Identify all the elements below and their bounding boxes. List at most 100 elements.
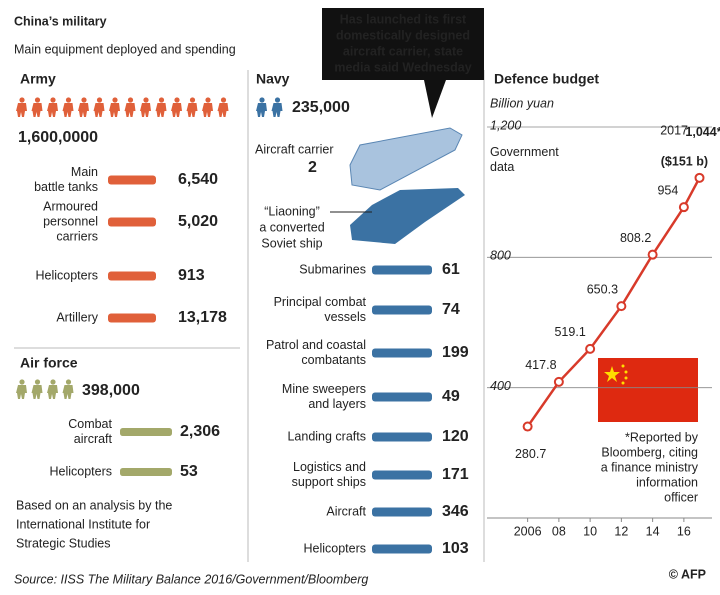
equipment-icon xyxy=(372,265,432,275)
callout-text: domestically designed xyxy=(336,28,470,42)
item-value: 120 xyxy=(442,428,469,445)
soldier-icon xyxy=(220,97,227,103)
item-value: 2 xyxy=(308,159,317,176)
equipment-icon xyxy=(372,544,432,554)
data-point xyxy=(522,421,533,432)
item-label: Combat xyxy=(68,417,112,431)
footnote: Bloomberg, citing xyxy=(601,445,698,459)
item-label: Helicopters xyxy=(49,464,112,478)
data-label: 650.3 xyxy=(587,282,618,296)
flag-star xyxy=(624,376,628,380)
soldier-icon xyxy=(186,103,198,117)
carrier-icon xyxy=(349,127,463,191)
footnote: officer xyxy=(664,490,698,504)
item-label: Landing crafts xyxy=(287,429,366,443)
soldier-icon xyxy=(109,103,120,117)
item-label: Aircraft carrier xyxy=(255,142,333,156)
item-label: combatants xyxy=(301,353,366,367)
equipment-icon xyxy=(372,305,432,315)
y-tick-label: 800 xyxy=(490,249,511,263)
soldier-icon xyxy=(217,103,229,117)
soldier-icon xyxy=(16,103,27,117)
item-label: Principal combat xyxy=(274,295,367,309)
soldier-icon xyxy=(171,103,182,117)
item-value: 199 xyxy=(442,344,469,361)
soldier-icon xyxy=(271,103,283,117)
item-label: battle tanks xyxy=(34,180,98,194)
soldier-icon xyxy=(274,97,281,103)
data-label: 417.8 xyxy=(525,358,556,372)
annotation: 2017 xyxy=(660,123,688,137)
flag-star xyxy=(621,364,625,368)
personnel-value: 398,000 xyxy=(82,382,140,399)
soldier-icon xyxy=(16,385,27,399)
item-value: 346 xyxy=(442,503,469,520)
soldier-icon xyxy=(127,97,134,103)
item-label: Soviet ship xyxy=(261,236,322,250)
section-heading: Air force xyxy=(20,355,78,371)
callout-text: media said Wednesday xyxy=(334,60,471,74)
soldier-icon xyxy=(112,97,118,103)
equipment-icon xyxy=(108,175,156,185)
china-flag xyxy=(598,358,698,422)
soldier-icon xyxy=(19,97,25,103)
y-tick-label: 400 xyxy=(490,379,511,393)
personnel-value: 1,600,0000 xyxy=(18,129,98,146)
item-label: Artillery xyxy=(56,310,98,324)
item-label: Submarines xyxy=(299,262,366,276)
item-label: Helicopters xyxy=(303,541,366,555)
soldier-icon xyxy=(96,97,103,103)
note-text: Strategic Studies xyxy=(16,536,111,550)
soldier-icon xyxy=(65,379,72,385)
section-heading: Army xyxy=(20,71,56,87)
note-text: International Institute for xyxy=(16,517,150,531)
data-point xyxy=(553,376,564,387)
equipment-icon xyxy=(372,432,432,442)
soldier-icon xyxy=(124,103,136,117)
data-label: 519.1 xyxy=(554,325,585,339)
item-label: Main xyxy=(71,165,98,179)
item-value: 74 xyxy=(442,301,460,318)
soldier-icon xyxy=(143,97,149,103)
item-value: 5,020 xyxy=(178,213,218,230)
soldier-icon xyxy=(78,103,89,117)
credit: © AFP xyxy=(669,567,706,581)
soldier-icon xyxy=(50,97,56,103)
equipment-icon xyxy=(120,468,172,476)
subtitle: Main equipment deployed and spending xyxy=(14,42,236,56)
flag-star xyxy=(621,381,625,385)
soldier-icon xyxy=(19,379,25,385)
data-point xyxy=(647,249,658,260)
equipment-icon xyxy=(108,313,156,323)
data-point xyxy=(616,301,627,312)
equipment-icon xyxy=(120,428,172,436)
soldier-icon xyxy=(155,103,167,117)
callout-pointer xyxy=(424,80,446,118)
footnote: *Reported by xyxy=(625,430,699,444)
y-axis-label: Billion yuan xyxy=(490,96,554,110)
item-label: Patrol and coastal xyxy=(266,338,366,352)
item-label: aircraft xyxy=(74,432,113,446)
note-text: Based on an analysis by the xyxy=(16,498,172,512)
item-value: 13,178 xyxy=(178,309,227,326)
soldier-icon xyxy=(93,103,105,117)
soldier-icon xyxy=(256,103,267,117)
soldier-icon xyxy=(31,385,43,399)
item-label: support ships xyxy=(292,475,366,489)
source: Source: IISS The Military Balance 2016/G… xyxy=(14,572,368,586)
data-label: 280.7 xyxy=(515,447,546,461)
item-label: Armoured xyxy=(43,199,98,213)
callout-text: aircraft carrier, state xyxy=(343,44,463,58)
soldier-icon xyxy=(174,97,180,103)
data-point xyxy=(678,202,689,213)
soldier-icon xyxy=(34,379,41,385)
item-label: Helicopters xyxy=(35,268,98,282)
y-tick-label: 1,200 xyxy=(490,118,521,132)
soldier-icon xyxy=(189,97,196,103)
soldier-icon xyxy=(140,103,151,117)
soldier-icon xyxy=(202,103,213,117)
chart-title: Defence budget xyxy=(494,71,599,87)
callout-box xyxy=(322,8,484,80)
item-value: 2,306 xyxy=(180,423,220,440)
personnel-value: 235,000 xyxy=(292,99,350,116)
